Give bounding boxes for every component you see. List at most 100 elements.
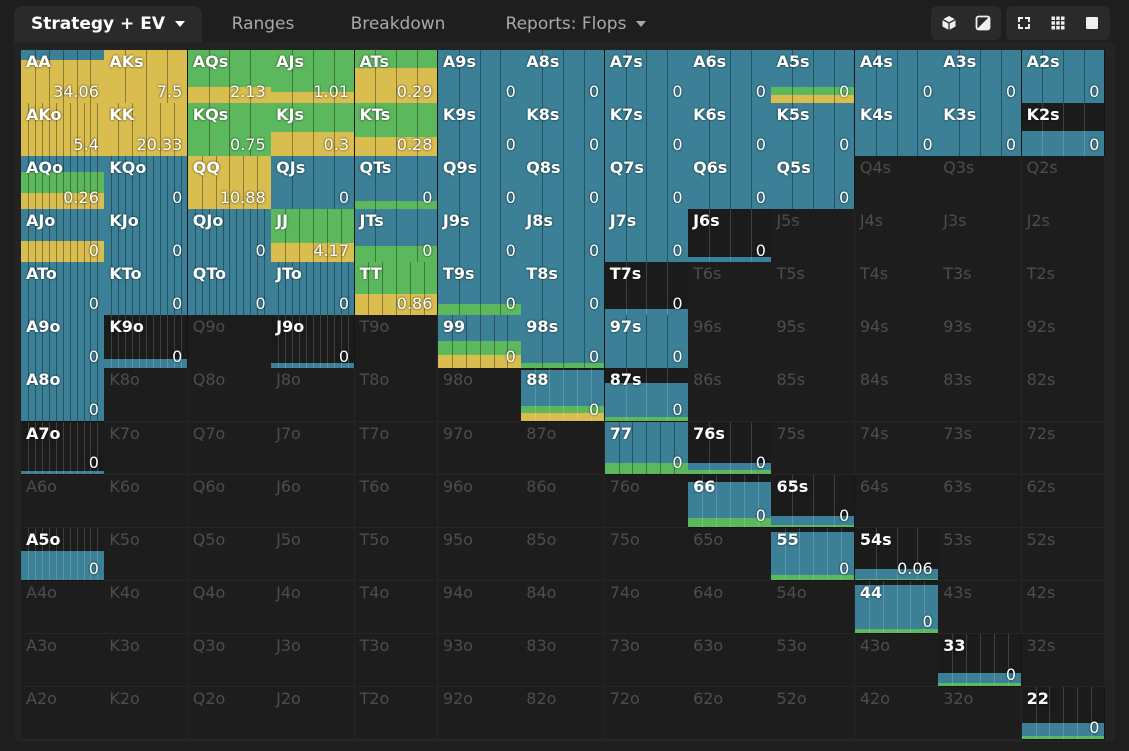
hand-cell-aqo[interactable]: 0.26 AQo bbox=[21, 156, 105, 210]
hand-cell-a3s[interactable]: 0 A3s bbox=[938, 50, 1023, 104]
hand-cell-a6o[interactable]: A6o bbox=[21, 474, 105, 529]
hand-cell-74o[interactable]: 74o bbox=[604, 580, 689, 635]
hand-cell-qts[interactable]: 0 QTs bbox=[354, 156, 439, 210]
hand-cell-43o[interactable]: 43o bbox=[854, 633, 939, 688]
hand-cell-k3s[interactable]: 0 K3s bbox=[938, 103, 1023, 157]
hand-cell-98o[interactable]: 98o bbox=[437, 368, 522, 423]
hand-cell-a2s[interactable]: 0 A2s bbox=[1021, 50, 1106, 104]
hand-cell-jts[interactable]: 0 JTs bbox=[354, 209, 439, 263]
hand-cell-qjs[interactable]: 0 QJs bbox=[271, 156, 356, 210]
hand-cell-76s[interactable]: 0 76s bbox=[688, 421, 772, 476]
hand-cell-85s[interactable]: 85s bbox=[771, 368, 856, 423]
hand-cell-83o[interactable]: 83o bbox=[521, 633, 606, 688]
hand-cell-k5s[interactable]: 0 K5s bbox=[771, 103, 856, 157]
hand-cell-tt[interactable]: 0.86 TT bbox=[354, 262, 439, 316]
hand-cell-kqs[interactable]: 0.75 KQs bbox=[187, 103, 272, 157]
hand-cell-99[interactable]: 0 99 bbox=[437, 315, 522, 369]
hand-cell-44[interactable]: 0 44 bbox=[854, 580, 939, 635]
hand-cell-k2o[interactable]: K2o bbox=[104, 686, 189, 741]
hand-cell-qq[interactable]: 10.88 QQ bbox=[187, 156, 272, 210]
hand-cell-63o[interactable]: 63o bbox=[688, 633, 772, 688]
hand-cell-t6o[interactable]: T6o bbox=[354, 474, 439, 529]
hand-cell-kqo[interactable]: 0 KQo bbox=[104, 156, 189, 210]
hand-cell-96s[interactable]: 96s bbox=[688, 315, 772, 369]
hand-cell-t6s[interactable]: T6s bbox=[688, 262, 772, 316]
hand-cell-84s[interactable]: 84s bbox=[854, 368, 939, 423]
tab-ranges[interactable]: Ranges bbox=[214, 6, 312, 42]
hand-cell-t2s[interactable]: T2s bbox=[1021, 262, 1106, 316]
hand-cell-t5s[interactable]: T5s bbox=[771, 262, 856, 316]
hand-cell-k6o[interactable]: K6o bbox=[104, 474, 189, 529]
hand-cell-q4s[interactable]: Q4s bbox=[854, 156, 939, 210]
hand-cell-63s[interactable]: 63s bbox=[938, 474, 1023, 529]
hand-cell-t3o[interactable]: T3o bbox=[354, 633, 439, 688]
hand-cell-t8o[interactable]: T8o bbox=[354, 368, 439, 423]
hand-cell-kto[interactable]: 0 KTo bbox=[104, 262, 189, 316]
hand-cell-j2s[interactable]: J2s bbox=[1021, 209, 1106, 263]
hand-cell-jj[interactable]: 4.17 JJ bbox=[271, 209, 356, 263]
full-view-icon[interactable] bbox=[1075, 6, 1109, 40]
hand-cell-kts[interactable]: 0.28 KTs bbox=[354, 103, 439, 157]
hand-cell-54o[interactable]: 54o bbox=[771, 580, 856, 635]
hand-cell-53o[interactable]: 53o bbox=[771, 633, 856, 688]
hand-cell-62s[interactable]: 62s bbox=[1021, 474, 1106, 529]
hand-cell-j3o[interactable]: J3o bbox=[271, 633, 356, 688]
hand-cell-j9s[interactable]: 0 J9s bbox=[437, 209, 522, 263]
hand-cell-j4o[interactable]: J4o bbox=[271, 580, 356, 635]
hand-cell-54s[interactable]: 0.06 54s bbox=[854, 527, 939, 582]
hand-cell-75o[interactable]: 75o bbox=[604, 527, 689, 582]
hand-cell-a9o[interactable]: 0 A9o bbox=[21, 315, 105, 369]
hand-cell-q2o[interactable]: Q2o bbox=[187, 686, 272, 741]
hand-cell-jto[interactable]: 0 JTo bbox=[271, 262, 356, 316]
hand-cell-94o[interactable]: 94o bbox=[437, 580, 522, 635]
hand-cell-a5s[interactable]: 0 A5s bbox=[771, 50, 856, 104]
hand-cell-ajo[interactable]: 0 AJo bbox=[21, 209, 105, 263]
hand-cell-a9s[interactable]: 0 A9s bbox=[437, 50, 522, 104]
hand-cell-j6o[interactable]: J6o bbox=[271, 474, 356, 529]
hand-cell-a7o[interactable]: 0 A7o bbox=[21, 421, 105, 476]
hand-cell-84o[interactable]: 84o bbox=[521, 580, 606, 635]
hand-cell-k3o[interactable]: K3o bbox=[104, 633, 189, 688]
hand-cell-96o[interactable]: 96o bbox=[437, 474, 522, 529]
hand-cell-aks[interactable]: 7.5 AKs bbox=[104, 50, 189, 104]
hand-cell-77[interactable]: 0 77 bbox=[604, 421, 689, 476]
hand-cell-43s[interactable]: 43s bbox=[938, 580, 1023, 635]
hand-cell-ako[interactable]: 5.4 AKo bbox=[21, 103, 105, 157]
hand-cell-32o[interactable]: 32o bbox=[938, 686, 1023, 741]
hand-cell-k2s[interactable]: 0 K2s bbox=[1021, 103, 1106, 157]
hand-cell-a2o[interactable]: A2o bbox=[21, 686, 105, 741]
hand-cell-j6s[interactable]: 0 J6s bbox=[688, 209, 772, 263]
hand-cell-j4s[interactable]: J4s bbox=[854, 209, 939, 263]
hand-cell-k7o[interactable]: K7o bbox=[104, 421, 189, 476]
hand-cell-88[interactable]: 0 88 bbox=[521, 368, 606, 423]
hand-cell-93s[interactable]: 93s bbox=[938, 315, 1023, 369]
hand-cell-86s[interactable]: 86s bbox=[688, 368, 772, 423]
hand-cell-42s[interactable]: 42s bbox=[1021, 580, 1106, 635]
hand-cell-a4s[interactable]: 0 A4s bbox=[854, 50, 939, 104]
hand-cell-k8s[interactable]: 0 K8s bbox=[521, 103, 606, 157]
hand-cell-82o[interactable]: 82o bbox=[521, 686, 606, 741]
hand-cell-92s[interactable]: 92s bbox=[1021, 315, 1106, 369]
hand-cell-75s[interactable]: 75s bbox=[771, 421, 856, 476]
hand-cell-93o[interactable]: 93o bbox=[437, 633, 522, 688]
hand-cell-86o[interactable]: 86o bbox=[521, 474, 606, 529]
hand-cell-q2s[interactable]: Q2s bbox=[1021, 156, 1106, 210]
hand-cell-t3s[interactable]: T3s bbox=[938, 262, 1023, 316]
hand-cell-97s[interactable]: 0 97s bbox=[604, 315, 689, 369]
hand-cell-a8o[interactable]: 0 A8o bbox=[21, 368, 105, 423]
hand-cell-k6s[interactable]: 0 K6s bbox=[688, 103, 772, 157]
hand-cell-q6s[interactable]: 0 Q6s bbox=[688, 156, 772, 210]
hand-cell-k8o[interactable]: K8o bbox=[104, 368, 189, 423]
hand-cell-t7s[interactable]: 0 T7s bbox=[604, 262, 689, 316]
hand-cell-aa[interactable]: 34.06 AA bbox=[21, 50, 105, 104]
hand-cell-32s[interactable]: 32s bbox=[1021, 633, 1106, 688]
hand-cell-kk[interactable]: 20.33 KK bbox=[104, 103, 189, 157]
hand-cell-72s[interactable]: 72s bbox=[1021, 421, 1106, 476]
hand-cell-53s[interactable]: 53s bbox=[938, 527, 1023, 582]
hand-cell-92o[interactable]: 92o bbox=[437, 686, 522, 741]
hand-cell-t7o[interactable]: T7o bbox=[354, 421, 439, 476]
hand-cell-73o[interactable]: 73o bbox=[604, 633, 689, 688]
tab-strategy-ev[interactable]: Strategy + EV bbox=[14, 6, 202, 42]
hand-cell-83s[interactable]: 83s bbox=[938, 368, 1023, 423]
hand-cell-qjo[interactable]: 0 QJo bbox=[187, 209, 272, 263]
